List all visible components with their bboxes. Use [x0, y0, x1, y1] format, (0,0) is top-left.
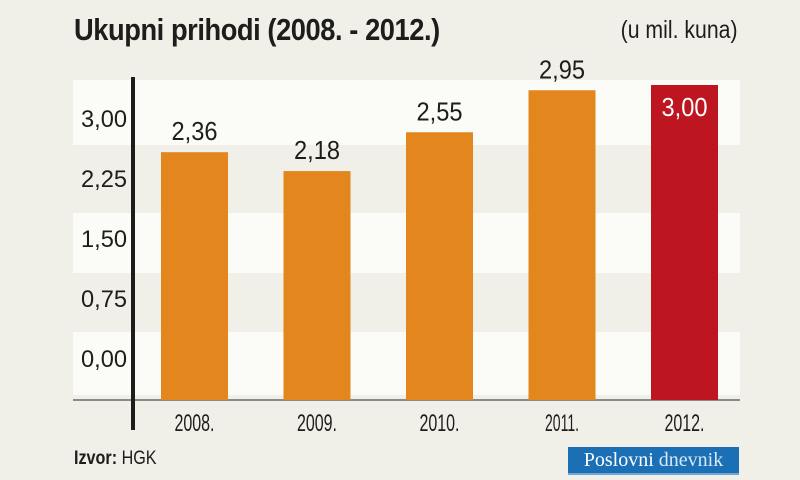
- logo: Poslovni dnevnik: [568, 447, 739, 475]
- bar: [161, 152, 228, 400]
- source-value: HGK: [121, 448, 157, 469]
- data-label: 2,36: [172, 116, 218, 146]
- x-tick-label: 2008.: [175, 410, 215, 437]
- bar: [528, 90, 596, 400]
- bar: [283, 171, 351, 400]
- y-tick-label: 1,50: [81, 226, 127, 253]
- data-label: 3,00: [662, 92, 708, 122]
- x-tick-label: 2009.: [297, 410, 337, 437]
- y-tick-label: 2,25: [81, 166, 127, 193]
- bar: [406, 132, 473, 400]
- source: Izvor: HGK: [74, 448, 157, 470]
- y-tick-label: 3,00: [81, 106, 127, 133]
- data-label: 2,55: [417, 96, 463, 126]
- y-tick-label: 0,00: [81, 346, 127, 373]
- chart-title: Ukupni prihodi (2008. - 2012.): [74, 12, 440, 47]
- unit-label: (u mil. kuna): [621, 16, 738, 44]
- x-tick-label: 2012.: [665, 410, 705, 437]
- source-label: Izvor:: [74, 448, 118, 469]
- y-tick-label: 0,75: [81, 286, 127, 313]
- x-tick-label: 2010.: [420, 410, 460, 437]
- x-tick-label: 2011.: [545, 410, 579, 437]
- bar: [651, 85, 718, 400]
- data-label: 2,18: [294, 135, 340, 165]
- data-label: 2,95: [539, 54, 585, 84]
